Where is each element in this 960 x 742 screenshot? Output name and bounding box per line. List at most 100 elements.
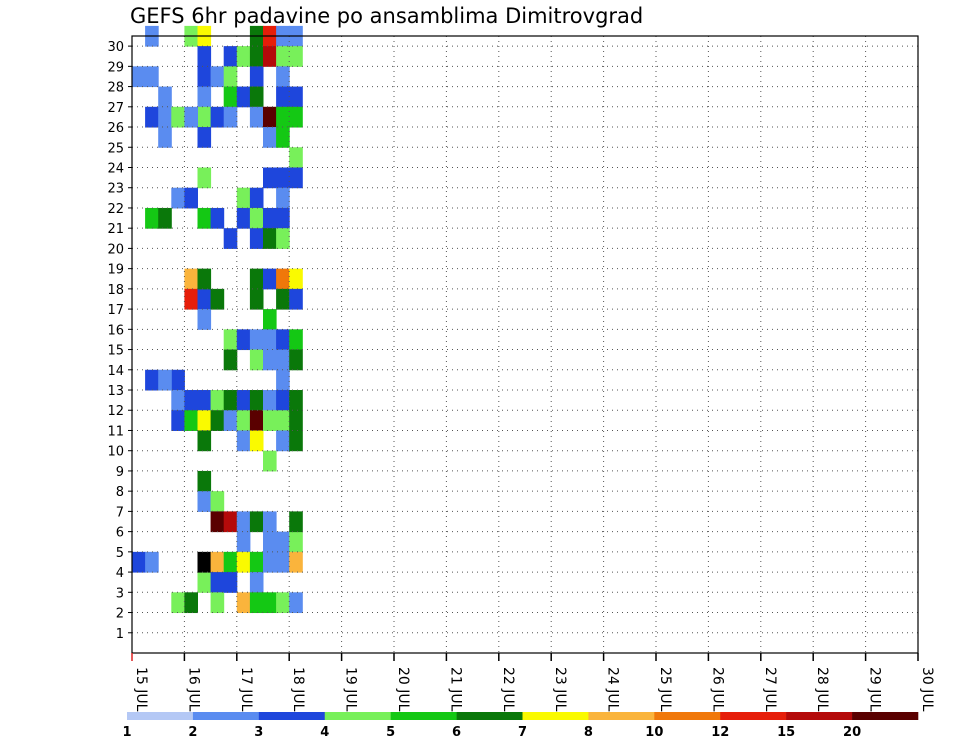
- heatmap-cell: [289, 86, 303, 108]
- heatmap-cell: [145, 551, 159, 573]
- heatmap-cell: [249, 390, 264, 411]
- colorbar-segment: [588, 712, 655, 720]
- heatmap-cell: [158, 86, 172, 108]
- heatmap-cell: [171, 187, 185, 209]
- y-tick-label: 26: [107, 121, 124, 136]
- heatmap-cell: [210, 491, 225, 512]
- y-tick-label: 24: [107, 161, 124, 176]
- heatmap-cell: [289, 46, 303, 67]
- heatmap-cell: [263, 309, 277, 330]
- y-tick-label: 25: [107, 141, 124, 156]
- heatmap-cell: [197, 268, 212, 290]
- heatmap-cell: [236, 86, 251, 108]
- x-tick-label: 16 JUL: [185, 667, 201, 712]
- heatmap-cell: [197, 66, 212, 88]
- colorbar-segment: [258, 712, 326, 720]
- heatmap-cell: [197, 390, 212, 411]
- heatmap-cell: [289, 592, 303, 614]
- colorbar-segment: [522, 712, 589, 720]
- heatmap-cell: [210, 551, 225, 573]
- heatmap-cell: [289, 106, 303, 128]
- x-tick-label: 17 JUL: [238, 667, 254, 712]
- colorbar-segment: [324, 712, 391, 720]
- y-tick-label: 15: [107, 344, 124, 359]
- x-tick-label: 20 JUL: [395, 667, 411, 712]
- heatmap-cell: [276, 369, 290, 391]
- heatmap-cell: [276, 430, 290, 452]
- heatmap-cell: [263, 46, 277, 67]
- heatmap-cell: [249, 572, 264, 593]
- heatmap-cell: [184, 390, 198, 411]
- heatmap-cell: [263, 511, 277, 533]
- y-tick-label: 2: [116, 607, 124, 622]
- heatmap-cell: [223, 228, 238, 249]
- heatmap-cell: [249, 268, 264, 290]
- heatmap-cell: [236, 592, 251, 614]
- heatmap-cell: [249, 86, 264, 108]
- x-tick-label: 30 JUL: [919, 667, 935, 712]
- y-tick-label: 1: [116, 627, 124, 642]
- x-tick-label: 24 JUL: [605, 667, 621, 712]
- y-axis: 1234567891011121314151617181920212223242…: [107, 40, 132, 642]
- heatmap-cell: [276, 86, 290, 108]
- colorbar-label: 15: [777, 725, 795, 740]
- heatmap-cell: [236, 531, 251, 553]
- heatmap-cell: [197, 288, 212, 310]
- y-tick-label: 3: [116, 586, 124, 601]
- x-tick-label: 19 JUL: [343, 667, 359, 712]
- y-tick-label: 17: [107, 303, 124, 318]
- heatmap-cell: [223, 551, 238, 573]
- heatmap-cell: [276, 329, 290, 351]
- y-tick-label: 7: [116, 505, 124, 520]
- heatmap-cell: [289, 511, 303, 533]
- grid-lines: [132, 36, 918, 653]
- heatmap-cell: [171, 410, 185, 431]
- heatmap-cell: [289, 531, 303, 553]
- heatmap-cell: [249, 511, 264, 533]
- heatmap-cell: [263, 329, 277, 351]
- heatmap-cell: [184, 268, 198, 290]
- y-tick-label: 13: [107, 384, 124, 399]
- heatmap-cell: [263, 390, 277, 411]
- heatmap-cell: [210, 288, 225, 310]
- y-tick-label: 18: [107, 283, 124, 298]
- heatmap-cell: [276, 66, 290, 88]
- heatmap-cell: [223, 349, 238, 371]
- colorbar-segment: [390, 712, 457, 720]
- y-tick-label: 21: [107, 222, 124, 237]
- colorbar-label: 2: [188, 725, 197, 740]
- y-tick-label: 6: [116, 526, 124, 541]
- colorbar-segment: [852, 712, 919, 720]
- y-tick-label: 30: [107, 40, 124, 55]
- y-tick-label: 28: [107, 81, 124, 96]
- colorbar-label: 12: [711, 725, 729, 740]
- x-tick-label: 27 JUL: [762, 667, 778, 712]
- heatmap-cell: [197, 127, 212, 148]
- heatmap-cell: [249, 66, 264, 88]
- heatmap-cell: [249, 430, 264, 452]
- heatmap-cell: [249, 349, 264, 371]
- heatmap-cell: [263, 207, 277, 229]
- heatmap-cell: [289, 167, 303, 189]
- heatmap-cell: [210, 207, 225, 229]
- heatmap-cell: [158, 106, 172, 128]
- y-tick-label: 9: [116, 465, 124, 480]
- colorbar-segment: [456, 712, 523, 720]
- heatmap-cell: [158, 369, 172, 391]
- heatmap-cell: [184, 592, 198, 614]
- heatmap-cell: [276, 167, 290, 189]
- heatmap-cell: [263, 167, 277, 189]
- heatmap-cell: [276, 531, 290, 553]
- colorbar: 1 2 3 4 5 6 7 8 10 12 15 20: [122, 712, 919, 740]
- heatmap-cell: [145, 207, 159, 229]
- heatmap-cell: [171, 106, 185, 128]
- heatmap-cell: [263, 106, 277, 128]
- x-tick-label: 29 JUL: [867, 667, 883, 712]
- heatmap-cell: [289, 147, 303, 168]
- heatmap-cell: [197, 207, 212, 229]
- heatmap-cell: [276, 187, 290, 209]
- heatmap-cell: [223, 410, 238, 431]
- x-tick-label: 21 JUL: [447, 667, 463, 712]
- heatmap-cell: [223, 106, 238, 128]
